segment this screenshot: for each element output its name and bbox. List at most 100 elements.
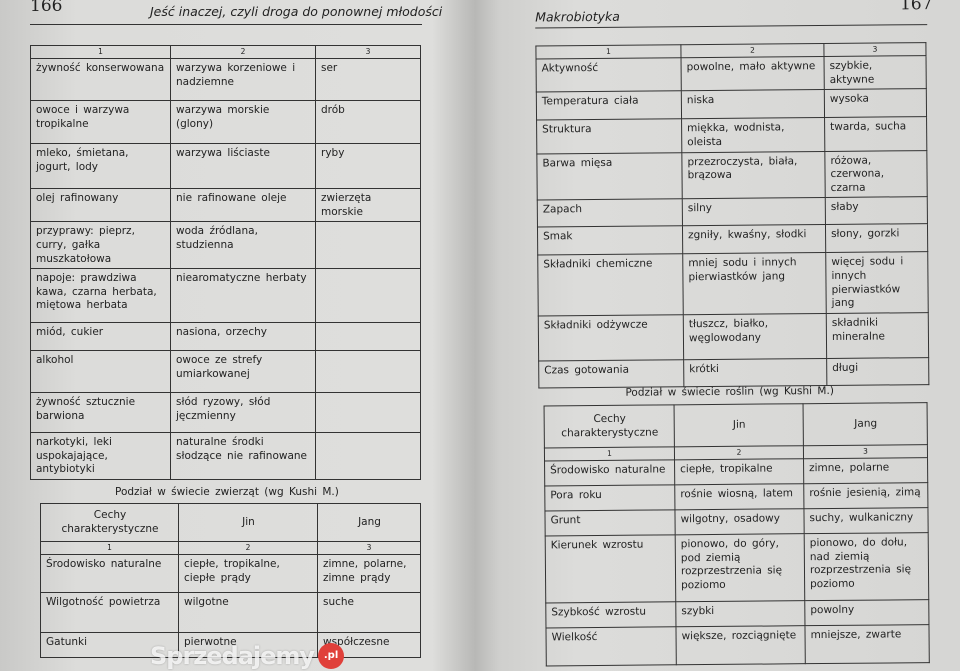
table-cell: słaby [825,197,928,225]
table-cell: Temperatura ciała [536,91,682,121]
table-cell: twarda, sucha [824,116,927,152]
table-cell: rośnie jesienią, zimą [803,482,928,509]
table-cell: zimne, polarne [803,457,928,484]
table-cell: alkohol [30,350,171,394]
page-number: 167 [899,0,933,15]
table-title: Podział w świecie zwierząt (wg Kushi M.) [115,486,339,498]
table-cell: ryby [315,143,421,189]
table-cell: Barwa mięsa [536,152,683,201]
table-cell: Środowisko naturalne [40,554,179,593]
column-header: Jin [178,503,318,542]
table-cell: ciepłe, tropikalne [674,458,804,485]
table-cell: owoce i warzywa tropikalne [30,100,171,144]
table-cell: warzywa liściaste [170,143,316,189]
table-cell: suche [317,592,421,633]
table-row: Struktura miękka, wodnista, oleista twarda… [536,116,927,154]
page-number: 166 [30,0,63,16]
column-header: Jang [803,402,928,446]
column-number: 3 [315,45,421,59]
watermark-group: Sprzedajemy .pl [150,642,345,670]
table-row: olej rafinowany nie rafinowane oleje zwier… [30,187,421,223]
table-cell: szybki [675,600,805,627]
table-cell: warzywa korzeniowe i nadziemne [170,58,316,101]
table-cell: Gatunki [40,632,179,658]
column-number: 2 [680,43,825,58]
running-head: Jeść inaczej, czyli droga do ponownej mł… [150,4,443,19]
table-row: Składniki chemiczne mniej sodu i innych p… [537,252,929,317]
table-cell: słód ryzowy, słód jęczmienny [170,392,316,434]
column-header: Cechy charakterystyczne [40,503,179,542]
column-number: 1 [30,45,171,59]
table-cell: szybkie, aktywne [824,55,927,90]
table-cell: zwierzęta morskie [315,187,421,223]
header-row: Cechy charakterystyczne Jin Jang [40,503,421,542]
table-cell: pionowo, do góry, pod ziemią rozprzestrz… [675,533,805,602]
header-rule [535,24,928,29]
table-row: Smak zgniły, kwaśny, słodki słony, gorzki [537,224,928,256]
table-row: Aktywność powolne, mało aktywne szybkie, a… [536,55,927,93]
table-row: Barwa mięsa przezroczysta, biała, brązowa… [536,150,928,201]
table-cell: nasiona, orzechy [170,322,316,352]
table-cell: drób [315,100,421,144]
table-cell: miód, cukier [30,322,171,352]
table-cell: narkotyki, leki uspokajające, antybiotyk… [30,432,171,481]
table-cell: miękka, wodnista, oleista [681,117,825,153]
table-row: Czas gotowania krótki długi [538,357,929,389]
column-number: 1 [535,44,682,60]
table-cell: Kierunek wzrostu [545,534,676,603]
table-row: Środowisko naturalne ciepłe, tropikalne, … [40,554,421,593]
table-cell: Czas gotowania [538,359,684,389]
table-cell: różowa, czerwona, czarna [824,150,928,198]
column-header: Jin [674,403,804,447]
column-number: 3 [803,444,928,459]
table-cell [315,432,421,481]
plants-table: Cechy charakterystyczne Jin Jang 1 2 3 Środowi… [544,402,930,666]
table-cell: Składniki chemiczne [537,254,684,317]
table-cell: wilgotne [178,592,318,633]
table-cell: naturalne środki słodzące nie rafinowane [170,432,316,481]
table-cell: suchy, wulkaniczny [803,507,929,534]
table-row: Szybkość wzrostu szybki powolny [545,599,929,628]
table-cell: powolny [804,599,929,626]
table-cell: Składniki odżywcze [538,314,684,362]
column-number: 3 [317,541,421,555]
table-cell: krótki [683,358,827,387]
column-number: 2 [178,541,318,555]
column-number: 1 [40,541,179,555]
table-cell: rośnie wiosną, latem [674,483,804,510]
table-cell: żywność konserwowana [30,58,171,101]
table-cell [315,268,421,324]
table-cell: Wielkość [545,626,677,666]
table-cell: owoce ze strefy umiarkowanej [170,350,316,394]
table-row: narkotyki, leki uspokajające, antybiotyk… [30,432,421,481]
table-row: Środowisko naturalne ciepłe, tropikalne zi… [544,457,928,486]
table-cell: żywność sztucznie barwiona [30,392,171,434]
table-cell: napoje: prawdziwa kawa, czarna herbata, … [30,268,171,324]
column-header: Jang [317,503,421,542]
watermark-badge: .pl [318,643,345,669]
table-cell [315,221,421,270]
table-row: Wielkość większe, rozciągnięte mniejsze, z… [545,624,930,666]
table-cell: Szybkość wzrostu [545,601,676,628]
table-cell: przyprawy: pieprz, curry, gałka muszkato… [30,221,171,270]
table-row: Zapach silny słaby [537,197,928,228]
animals-table-continued: 1 2 3 Aktywność powolne, mało aktywne szybkie… [535,42,929,389]
table-cell: powolne, mało aktywne [681,56,825,92]
table-row: napoje: prawdziwa kawa, czarna herbata, … [30,268,421,324]
table-cell [315,322,421,352]
table-cell: ser [315,58,421,101]
table-cell: woda źródlana, studzienna [170,221,316,270]
table-cell: zgniły, kwaśny, słodki [682,224,826,255]
table-row: Składniki odżywcze tłuszcz, białko, węglo… [538,312,929,362]
table-row: Wilgotność powietrza wilgotne suche [40,592,421,633]
column-header: Cechy charakterystyczne [544,404,675,448]
column-number: 3 [823,42,927,57]
table-cell: mniejsze, zwarte [804,624,930,664]
table-cell: Grunt [544,509,676,536]
table-cell: tłuszcz, białko, węglowodany [683,313,827,360]
table-cell: wilgotny, osadowy [674,508,805,535]
table-cell: nie rafinowane oleje [170,187,316,223]
table-cell: olej rafinowany [30,187,171,223]
